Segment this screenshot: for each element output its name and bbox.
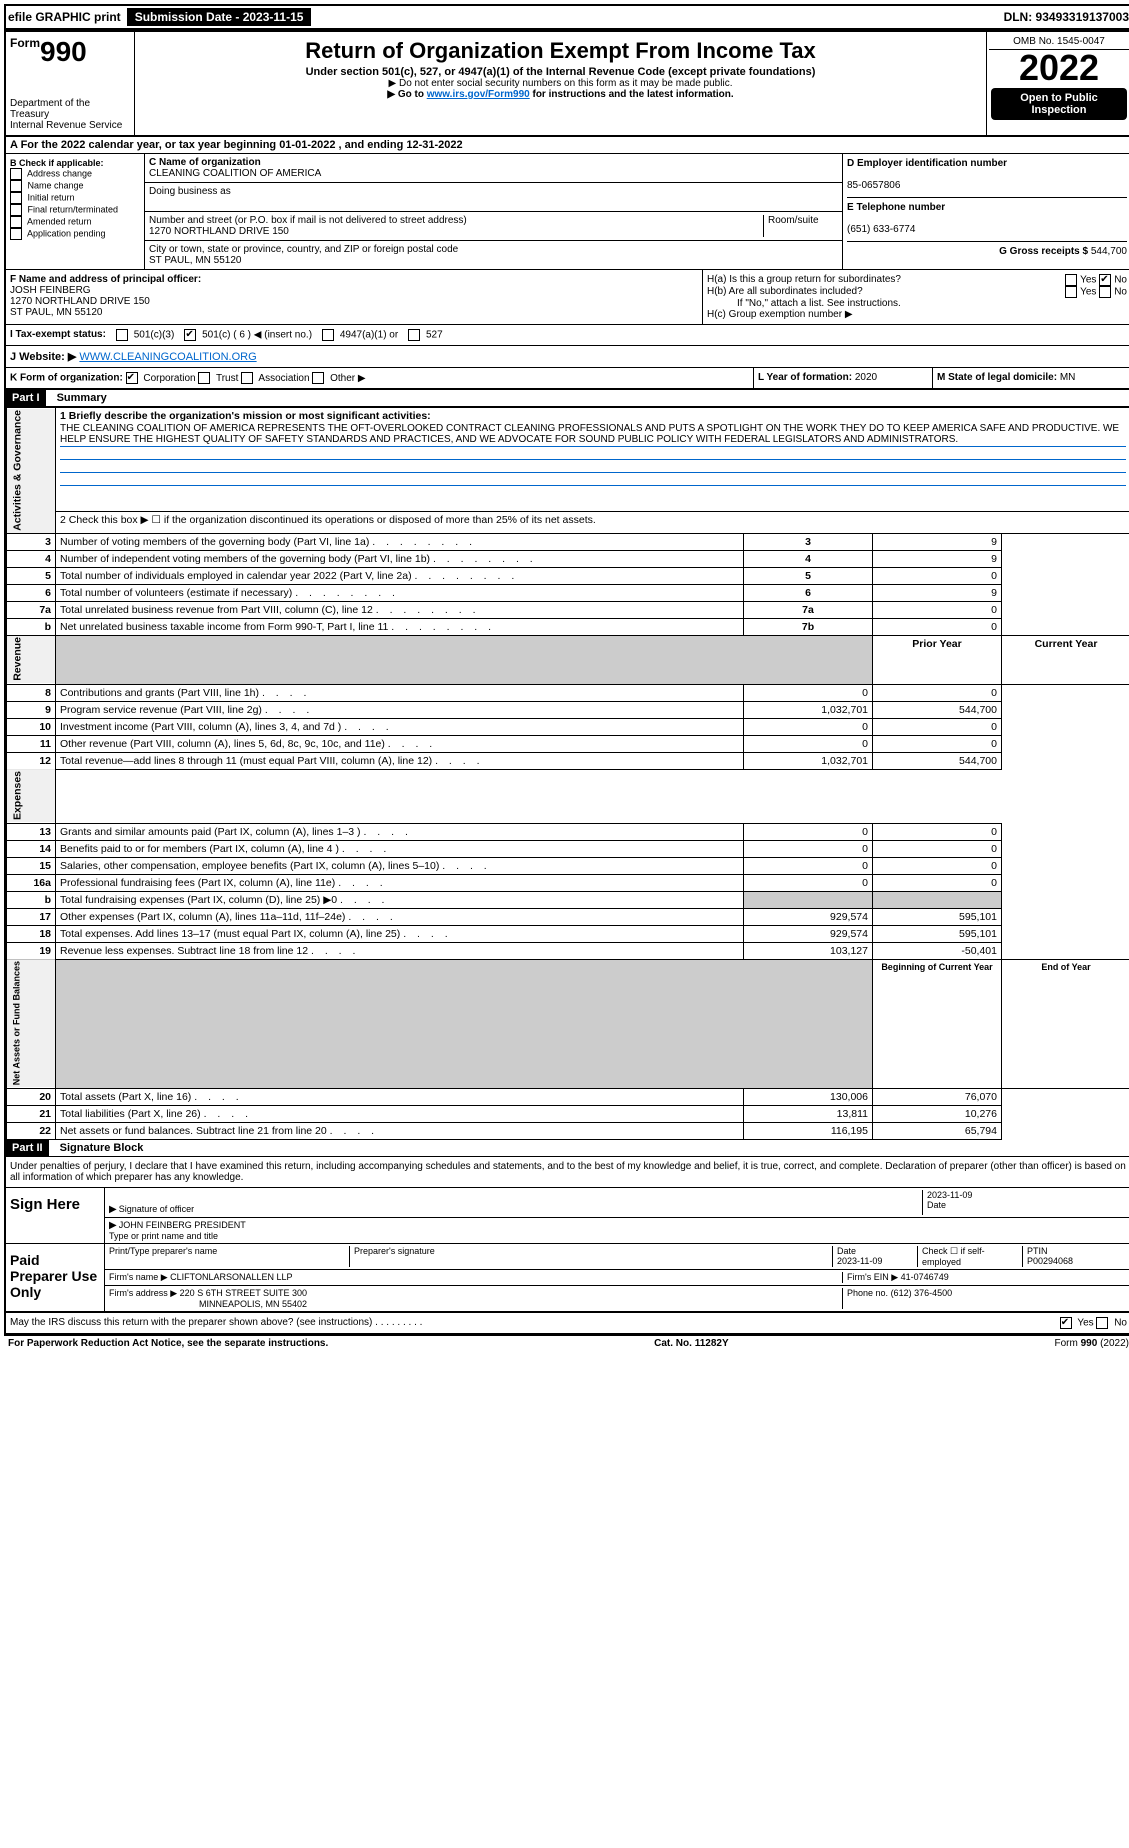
- gov-line-6: 6Total number of volunteers (estimate if…: [7, 584, 1129, 601]
- dln-label: DLN: 93493319137003: [1004, 10, 1129, 24]
- may-discuss-row: May the IRS discuss this return with the…: [6, 1312, 1129, 1333]
- part-2-header: Part II Signature Block: [6, 1140, 1129, 1157]
- hb-yes-checkbox[interactable]: [1065, 286, 1077, 298]
- line-22: 22Net assets or fund balances. Subtract …: [7, 1122, 1129, 1139]
- ha-yes-checkbox[interactable]: [1065, 274, 1077, 286]
- form-org-association: Association: [241, 373, 312, 384]
- line-b: bTotal fundraising expenses (Part IX, co…: [7, 891, 1129, 908]
- form-org-other-: Other ▶: [312, 373, 365, 384]
- top-bar: efile GRAPHIC print Submission Date - 20…: [4, 4, 1129, 30]
- gov-line-3: 3Number of voting members of the governi…: [7, 533, 1129, 550]
- col-c-org-info: C Name of organization CLEANING COALITIO…: [145, 154, 843, 269]
- check-name-change: Name change: [10, 180, 140, 192]
- line-18: 18Total expenses. Add lines 13–17 (must …: [7, 925, 1129, 942]
- line-20: 20Total assets (Part X, line 16) . . . .…: [7, 1088, 1129, 1105]
- 527-checkbox[interactable]: [408, 329, 420, 341]
- section-b-c-d: B Check if applicable: Address change Na…: [6, 154, 1129, 270]
- discuss-no-checkbox[interactable]: [1096, 1317, 1108, 1329]
- street-address: 1270 NORTHLAND DRIVE 150: [149, 226, 289, 237]
- line-11: 11Other revenue (Part VIII, column (A), …: [7, 735, 1129, 752]
- line-16a: 16aProfessional fundraising fees (Part I…: [7, 874, 1129, 891]
- form-title-box: Return of Organization Exempt From Incom…: [135, 32, 986, 135]
- check-initial-return: Initial return: [10, 192, 140, 204]
- line-15: 15Salaries, other compensation, employee…: [7, 857, 1129, 874]
- mission-text: THE CLEANING COALITION OF AMERICA REPRES…: [60, 422, 1126, 447]
- gov-line-5: 5Total number of individuals employed in…: [7, 567, 1129, 584]
- form-org-corporation: Corporation: [126, 373, 199, 384]
- vtab-net-assets: Net Assets or Fund Balances: [7, 959, 56, 1088]
- form-title: Return of Organization Exempt From Incom…: [139, 38, 982, 64]
- col-f-officer: F Name and address of principal officer:…: [6, 270, 703, 324]
- vtab-expenses: Expenses: [7, 769, 56, 823]
- check-final-return-terminated: Final return/terminated: [10, 204, 140, 216]
- check-application-pending: Application pending: [10, 228, 140, 240]
- hb-no-checkbox[interactable]: [1099, 286, 1111, 298]
- form-number-box: Form990 Department of the Treasury Inter…: [6, 32, 135, 135]
- check-amended-return: Amended return: [10, 216, 140, 228]
- line-13: 13Grants and similar amounts paid (Part …: [7, 823, 1129, 840]
- form-header: Form990 Department of the Treasury Inter…: [6, 32, 1129, 137]
- line-12: 12Total revenue—add lines 8 through 11 (…: [7, 752, 1129, 769]
- org-name: CLEANING COALITION OF AMERICA: [149, 168, 321, 179]
- phone: (651) 633-6774: [847, 224, 915, 235]
- 501c-checkbox[interactable]: [184, 329, 196, 341]
- vtab-revenue: Revenue: [7, 635, 56, 684]
- footer: For Paperwork Reduction Act Notice, see …: [4, 1335, 1129, 1351]
- city-state-zip: ST PAUL, MN 55120: [149, 255, 241, 266]
- col-h-group: H(a) Is this a group return for subordin…: [703, 270, 1129, 324]
- line-14: 14Benefits paid to or for members (Part …: [7, 840, 1129, 857]
- discuss-yes-checkbox[interactable]: [1060, 1317, 1072, 1329]
- sign-here-section: Sign Here Signature of officer 2023-11-0…: [6, 1188, 1129, 1244]
- 501c3-checkbox[interactable]: [116, 329, 128, 341]
- row-j-website: J Website: ▶ WWW.CLEANINGCOALITION.ORG: [6, 346, 1129, 368]
- ha-no-checkbox[interactable]: [1099, 274, 1111, 286]
- line-17: 17Other expenses (Part IX, column (A), l…: [7, 908, 1129, 925]
- form-org-trust: Trust: [198, 373, 241, 384]
- row-k-l-m: K Form of organization: Corporation Trus…: [6, 368, 1129, 390]
- ein: 85-0657806: [847, 180, 900, 191]
- gov-line-7a: 7aTotal unrelated business revenue from …: [7, 601, 1129, 618]
- 4947-checkbox[interactable]: [322, 329, 334, 341]
- summary-table: Activities & Governance 1 Briefly descri…: [6, 407, 1129, 1140]
- line-21: 21Total liabilities (Part X, line 26) . …: [7, 1105, 1129, 1122]
- row-a-tax-year: A For the 2022 calendar year, or tax yea…: [6, 137, 1129, 154]
- gov-line-4: 4Number of independent voting members of…: [7, 550, 1129, 567]
- col-d-ein-phone: D Employer identification number 85-0657…: [843, 154, 1129, 269]
- check-address-change: Address change: [10, 168, 140, 180]
- efile-label: efile GRAPHIC print: [8, 10, 121, 24]
- section-f-h: F Name and address of principal officer:…: [6, 270, 1129, 325]
- line-8: 8Contributions and grants (Part VIII, li…: [7, 684, 1129, 701]
- part-1-header: Part I Summary: [6, 390, 1129, 407]
- paid-preparer-section: Paid Preparer Use Only Print/Type prepar…: [6, 1244, 1129, 1312]
- gross-receipts: 544,700: [1091, 246, 1127, 257]
- row-i-tax-status: I Tax-exempt status: 501(c)(3) 501(c) ( …: [6, 325, 1129, 346]
- irs-link[interactable]: www.irs.gov/Form990: [427, 89, 530, 100]
- line-19: 19Revenue less expenses. Subtract line 1…: [7, 942, 1129, 959]
- year-box: OMB No. 1545-0047 2022 Open to Public In…: [986, 32, 1129, 135]
- form-container: Form990 Department of the Treasury Inter…: [4, 30, 1129, 1335]
- line-10: 10Investment income (Part VIII, column (…: [7, 718, 1129, 735]
- line-9: 9Program service revenue (Part VIII, lin…: [7, 701, 1129, 718]
- gov-line-7b: bNet unrelated business taxable income f…: [7, 618, 1129, 635]
- declaration-text: Under penalties of perjury, I declare th…: [6, 1157, 1129, 1188]
- submission-date-button[interactable]: Submission Date - 2023-11-15: [127, 8, 312, 26]
- website-link[interactable]: WWW.CLEANINGCOALITION.ORG: [79, 351, 256, 363]
- vtab-governance: Activities & Governance: [7, 408, 56, 534]
- col-b-checkboxes: B Check if applicable: Address change Na…: [6, 154, 145, 269]
